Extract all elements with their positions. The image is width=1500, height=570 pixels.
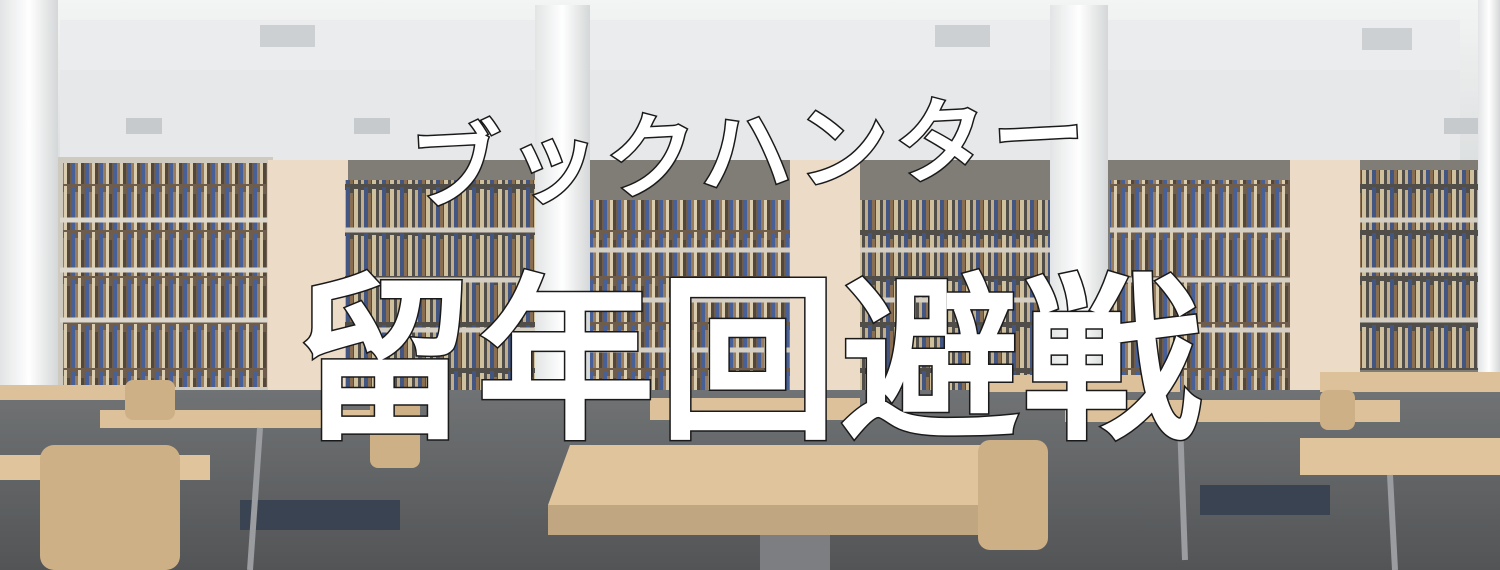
title-main: 留年回避戦 [294, 257, 1205, 467]
